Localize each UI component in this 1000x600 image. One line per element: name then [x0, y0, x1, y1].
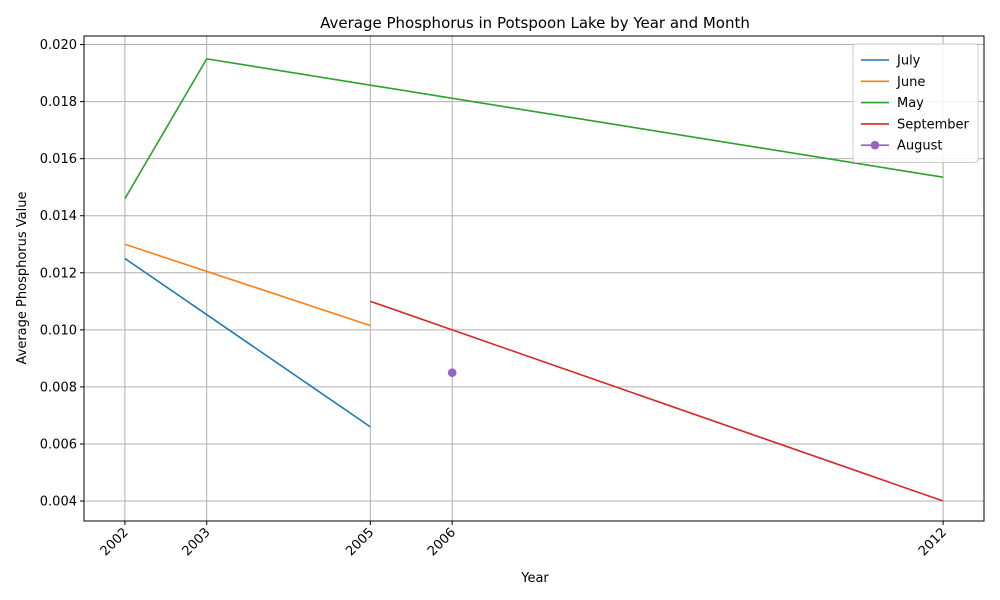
y-tick-label: 0.016	[40, 152, 77, 167]
legend: July June May September August	[852, 43, 979, 163]
grid	[84, 36, 984, 521]
y-axis: 0.004 0.006 0.008 0.010 0.012 0.014 0.016 0.018…	[40, 38, 84, 510]
legend-label-may: May	[897, 96, 924, 111]
y-axis-label: Average Phosphorus Value	[15, 192, 30, 365]
legend-label-july: July	[896, 54, 921, 69]
legend-label-june: June	[896, 75, 925, 90]
legend-box	[852, 43, 979, 163]
y-tick-label: 0.010	[40, 323, 77, 338]
series-line-july	[124, 257, 371, 428]
data-point-august	[447, 368, 457, 377]
series-line-june	[124, 243, 371, 327]
x-axis-label: Year	[520, 571, 549, 586]
y-tick-label: 0.004	[40, 495, 77, 510]
series-layer	[124, 57, 944, 502]
legend-label-september: September	[897, 117, 970, 132]
y-tick-label: 0.008	[40, 380, 77, 395]
y-tick-label: 0.006	[40, 437, 77, 452]
legend-marker-august	[870, 140, 880, 150]
chart-title: Average Phosphorus in Potspoon Lake by Y…	[320, 14, 750, 32]
series-line-september	[370, 300, 944, 502]
y-tick-label: 0.020	[40, 38, 77, 53]
series-line-may	[124, 57, 944, 200]
plot-frame	[83, 35, 985, 522]
y-tick-label: 0.012	[40, 266, 77, 281]
legend-label-august: August	[897, 139, 943, 154]
y-tick-label: 0.018	[40, 95, 77, 110]
y-tick-label: 0.014	[40, 209, 77, 224]
